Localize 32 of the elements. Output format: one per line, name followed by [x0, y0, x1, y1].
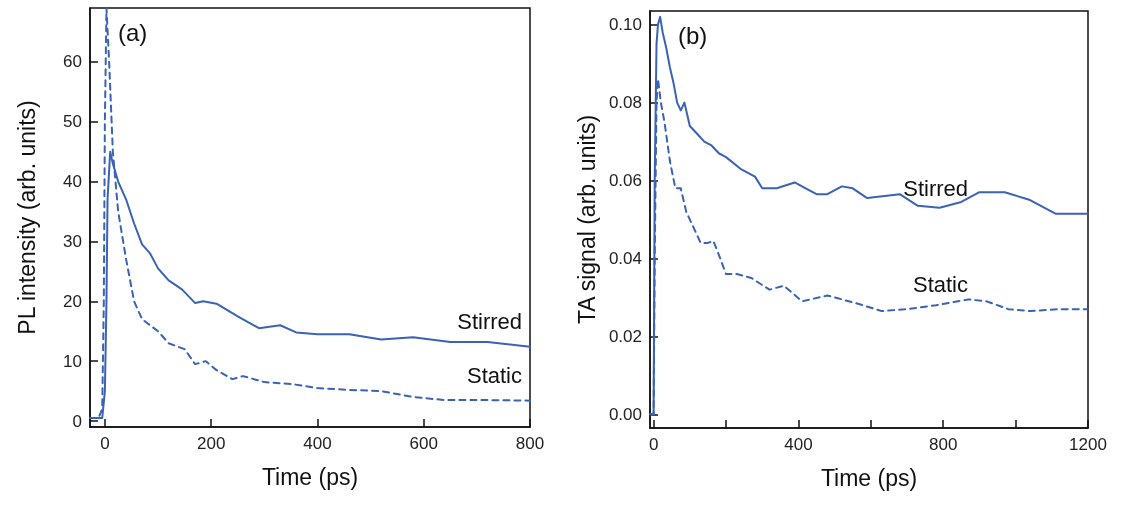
x-tick-label: 400 [784, 435, 813, 454]
y-tick-label: 0.02 [608, 326, 642, 346]
series-label: Static [912, 271, 968, 297]
x-tick-label: 600 [409, 434, 438, 453]
x-tick-label: 0 [648, 435, 659, 454]
y-axis-title: TA signal (arb. units) [573, 114, 600, 325]
y-tick-label: 60 [63, 52, 82, 72]
y-tick-label: 0.10 [608, 15, 642, 35]
x-tick-label: 200 [196, 434, 226, 453]
annotation: (b) [678, 21, 708, 49]
y-tick-label: 0.08 [608, 93, 642, 113]
y-tick-label: 10 [63, 351, 82, 371]
x-tick-label: 800 [515, 434, 545, 453]
y-tick-label: 30 [63, 231, 82, 251]
series-label: Static [466, 363, 522, 389]
series-label: Stirred [903, 176, 968, 202]
y-tick-label: 20 [63, 291, 82, 311]
x-tick-label: 1200 [1069, 435, 1107, 454]
y-tick-label: 40 [63, 172, 82, 192]
x-axis-title: Time (ps) [820, 464, 918, 491]
series-label: Stirred [457, 309, 522, 335]
x-axis-title: Time (ps) [261, 463, 359, 490]
y-tick-label: 0 [72, 411, 82, 431]
y-tick-label: 50 [63, 112, 82, 132]
y-axis-title: PL intensity (arb. units) [13, 100, 40, 335]
annotation: (a) [118, 18, 148, 46]
y-tick-label: 0.04 [608, 248, 642, 268]
y-tick-label: 0.06 [608, 171, 642, 191]
x-tick-label: 0 [100, 434, 110, 453]
y-tick-label: 0.00 [608, 404, 642, 424]
x-tick-label: 800 [929, 435, 958, 454]
x-tick-label: 400 [303, 434, 332, 453]
